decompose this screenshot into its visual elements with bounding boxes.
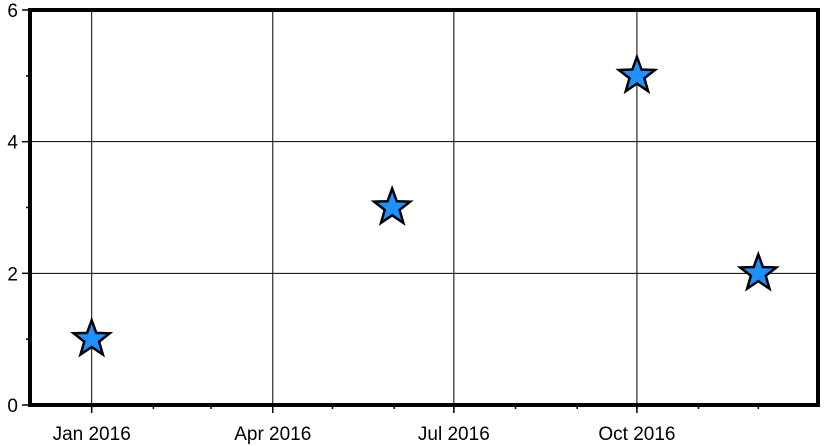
star-marker-point xyxy=(736,250,780,292)
y-tick-labels: 0 2 4 6 xyxy=(7,1,18,417)
plot-frame xyxy=(28,8,820,407)
y-tick-label: 6 xyxy=(7,1,18,22)
y-tick-label: 2 xyxy=(7,264,18,285)
x-tick-label: Oct 2016 xyxy=(598,424,675,445)
axis-ticks xyxy=(22,9,760,413)
x-tick-label: Apr 2016 xyxy=(234,424,311,445)
star-marker-point xyxy=(70,316,114,358)
x-tick-labels: Jan 2016 Apr 2016 Jul 2016 Oct 2016 xyxy=(53,424,676,445)
grid-lines xyxy=(30,9,818,406)
x-tick-label: Jul 2016 xyxy=(418,424,490,445)
y-tick-label: 0 xyxy=(7,396,18,417)
star-marker-point xyxy=(615,53,659,95)
y-tick-label: 4 xyxy=(7,133,18,154)
data-points xyxy=(70,53,780,358)
x-tick-label: Jan 2016 xyxy=(53,424,131,445)
star-marker-point xyxy=(370,184,414,226)
